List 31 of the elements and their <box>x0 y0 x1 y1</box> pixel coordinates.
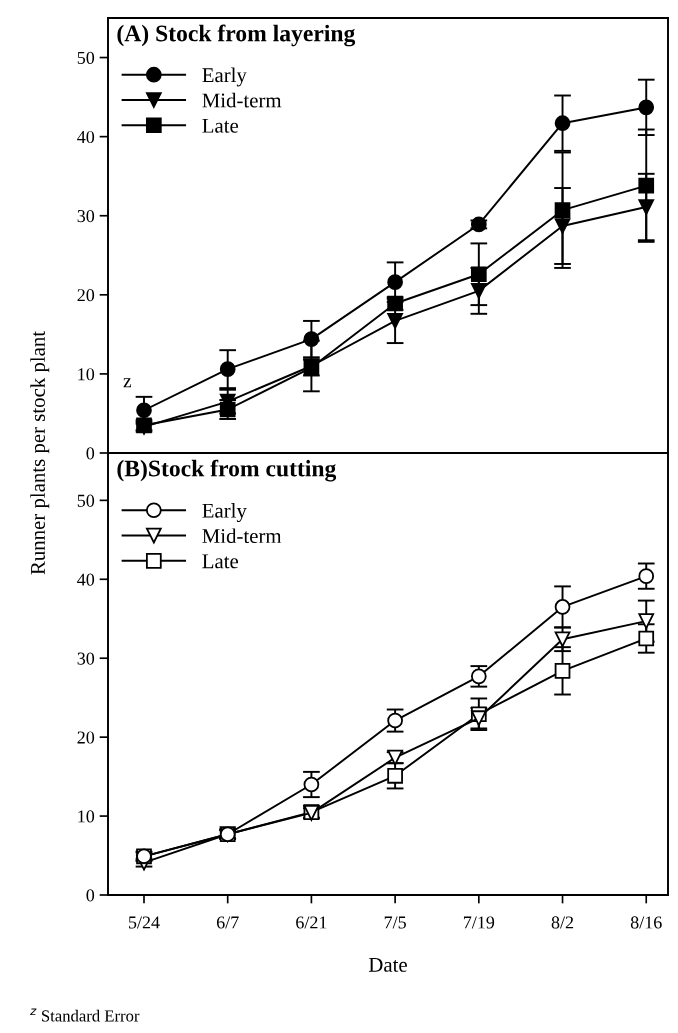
y-tick-label: 30 <box>77 652 95 665</box>
y-tick-label: 10 <box>78 368 95 381</box>
y-tick-label: 10 <box>78 810 95 823</box>
y-tick-label: 40 <box>77 573 95 586</box>
legend-label: Early <box>202 503 247 523</box>
x-axis-title: Date <box>368 958 407 972</box>
legend-label: Late <box>202 118 239 133</box>
y-tick-label: 30 <box>77 209 95 223</box>
x-tick-label: 8/16 <box>630 916 662 929</box>
x-tick-label: 6/7 <box>216 916 239 929</box>
x-tick-label: 7/19 <box>463 916 495 929</box>
text: $^{z}$ Standard Error <box>30 1008 140 1022</box>
x-tick-label: 5/24 <box>128 916 160 929</box>
y-axis-title: Runner plants per stock plant <box>30 331 50 575</box>
y-tick-label: 50 <box>77 51 95 64</box>
legend-label: Mid-term <box>202 92 282 108</box>
legend-label: Early <box>202 67 247 87</box>
y-tick-label: 50 <box>77 494 95 507</box>
legend-label: Late <box>202 554 239 569</box>
chart-title: (A) Stock from layering <box>117 24 356 47</box>
y-tick-label: 40 <box>77 130 95 144</box>
y-tick-label: 0 <box>86 447 95 460</box>
chart-title: (B)Stock from cutting <box>117 459 337 482</box>
y-tick-label: 0 <box>86 889 95 902</box>
x-tick-label: 7/5 <box>384 916 406 929</box>
x-tick-label: 8/2 <box>551 916 574 929</box>
y-tick-label: 20 <box>77 289 95 302</box>
y-tick-label: 20 <box>77 731 95 744</box>
annotation: z <box>123 378 132 388</box>
legend-label: Mid-term <box>202 528 282 544</box>
x-tick-label: 6/21 <box>296 916 327 929</box>
